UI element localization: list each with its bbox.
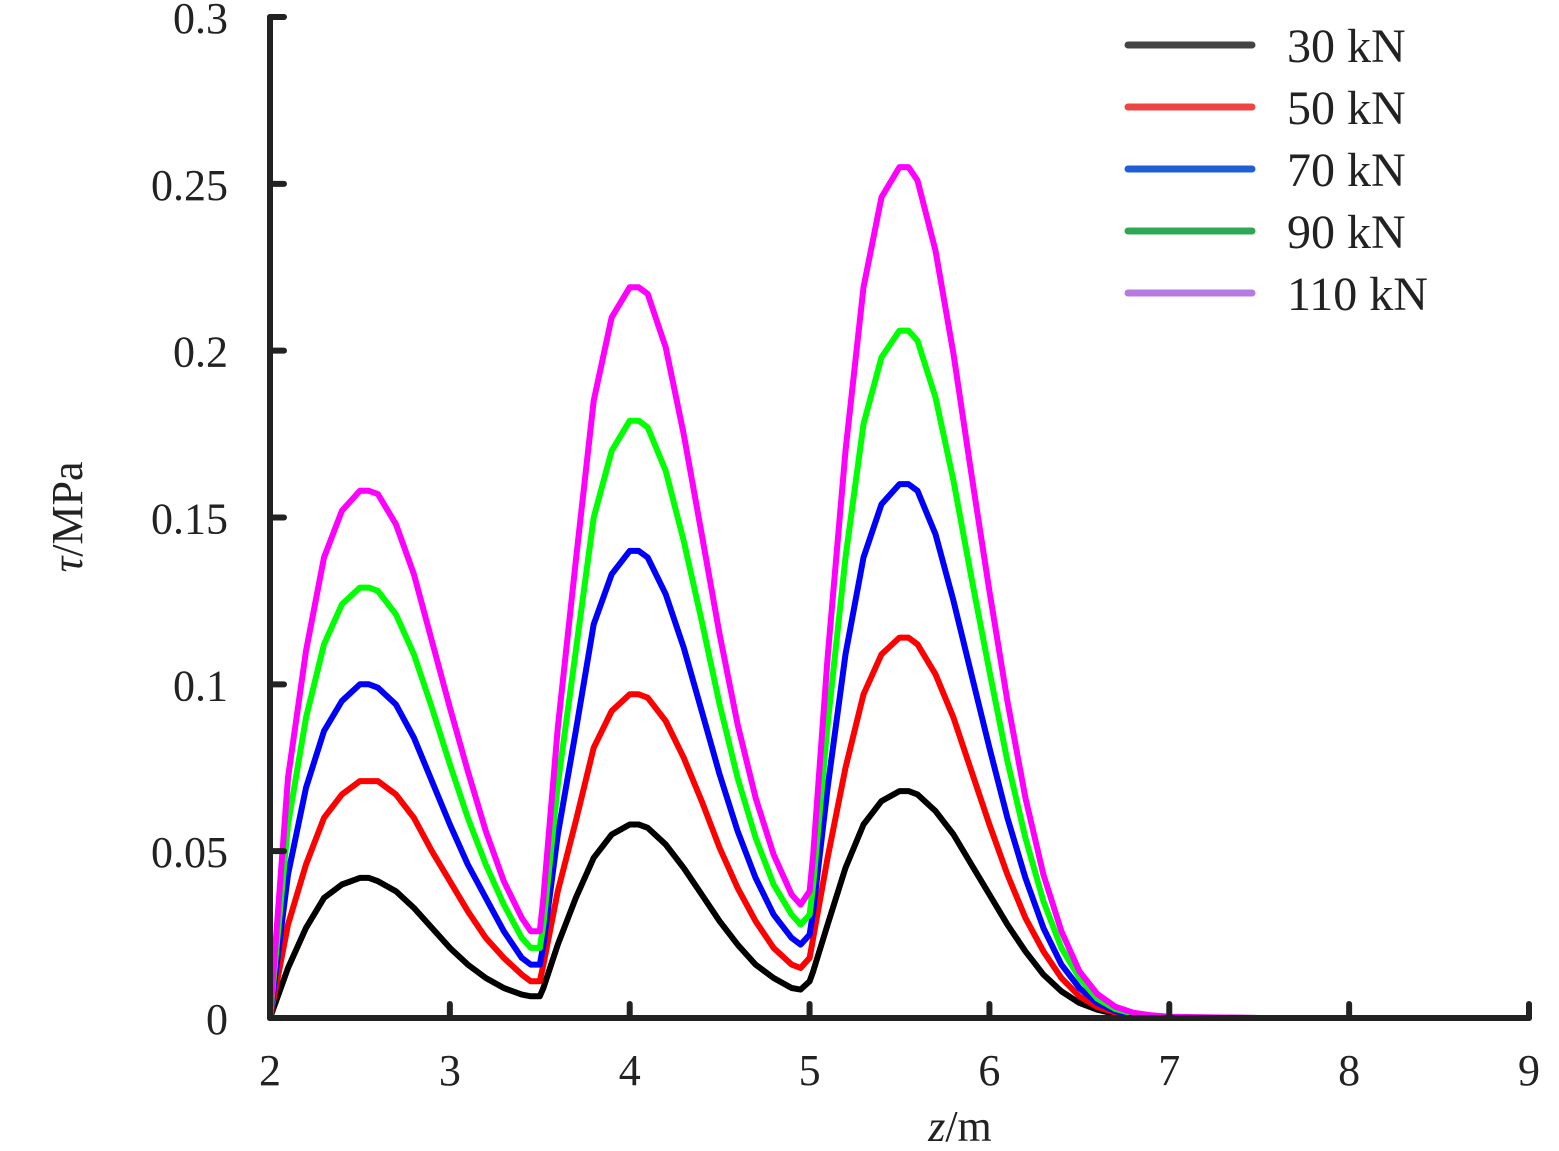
series-layer <box>267 164 1443 1021</box>
x-tick-label: 7 <box>1158 1046 1180 1095</box>
y-axis-label: τ/MPa <box>43 461 92 572</box>
x-tick-label: 5 <box>799 1046 821 1095</box>
x-axis-label-unit: /m <box>945 1102 991 1151</box>
series-line-5 <box>267 164 1443 1021</box>
series-line-1 <box>267 788 1443 1021</box>
y-axis-label-var: τ <box>43 555 92 573</box>
legend: 30 kN 50 kN 70 kN 90 kN 110 kN <box>1124 20 1428 321</box>
x-tick-label: 6 <box>978 1046 1000 1095</box>
legend-label-1: 30 kN <box>1287 20 1406 73</box>
x-tick-label: 9 <box>1518 1046 1540 1095</box>
y-tick-label: 0.1 <box>173 661 228 710</box>
x-tick-label: 2 <box>259 1046 281 1095</box>
x-tick-label: 8 <box>1338 1046 1360 1095</box>
series-line-4 <box>267 327 1443 1021</box>
legend-label-5: 110 kN <box>1287 268 1428 321</box>
ticks-layer: 2 3 4 5 6 7 8 9 0 0.05 0.1 0.15 0.2 0.25 0.3 <box>151 0 1540 1095</box>
x-tick-label: 3 <box>439 1046 461 1095</box>
series-line-3 <box>267 481 1443 1021</box>
y-tick-label: 0.3 <box>173 0 228 43</box>
x-axis-label-var: z <box>927 1102 945 1151</box>
y-axis-label-unit: /MPa <box>43 461 92 556</box>
x-axis-label: z/m <box>927 1102 992 1151</box>
legend-label-3: 70 kN <box>1287 144 1406 197</box>
legend-label-2: 50 kN <box>1287 82 1406 135</box>
y-tick-label: 0.15 <box>151 495 228 544</box>
series-line-2 <box>267 634 1443 1021</box>
y-tick-label: 0.05 <box>151 828 228 877</box>
y-tick-label: 0 <box>206 995 228 1044</box>
legend-label-4: 90 kN <box>1287 206 1406 259</box>
y-tick-label: 0.25 <box>151 161 228 210</box>
x-tick-label: 4 <box>619 1046 641 1095</box>
y-tick-label: 0.2 <box>173 328 228 377</box>
